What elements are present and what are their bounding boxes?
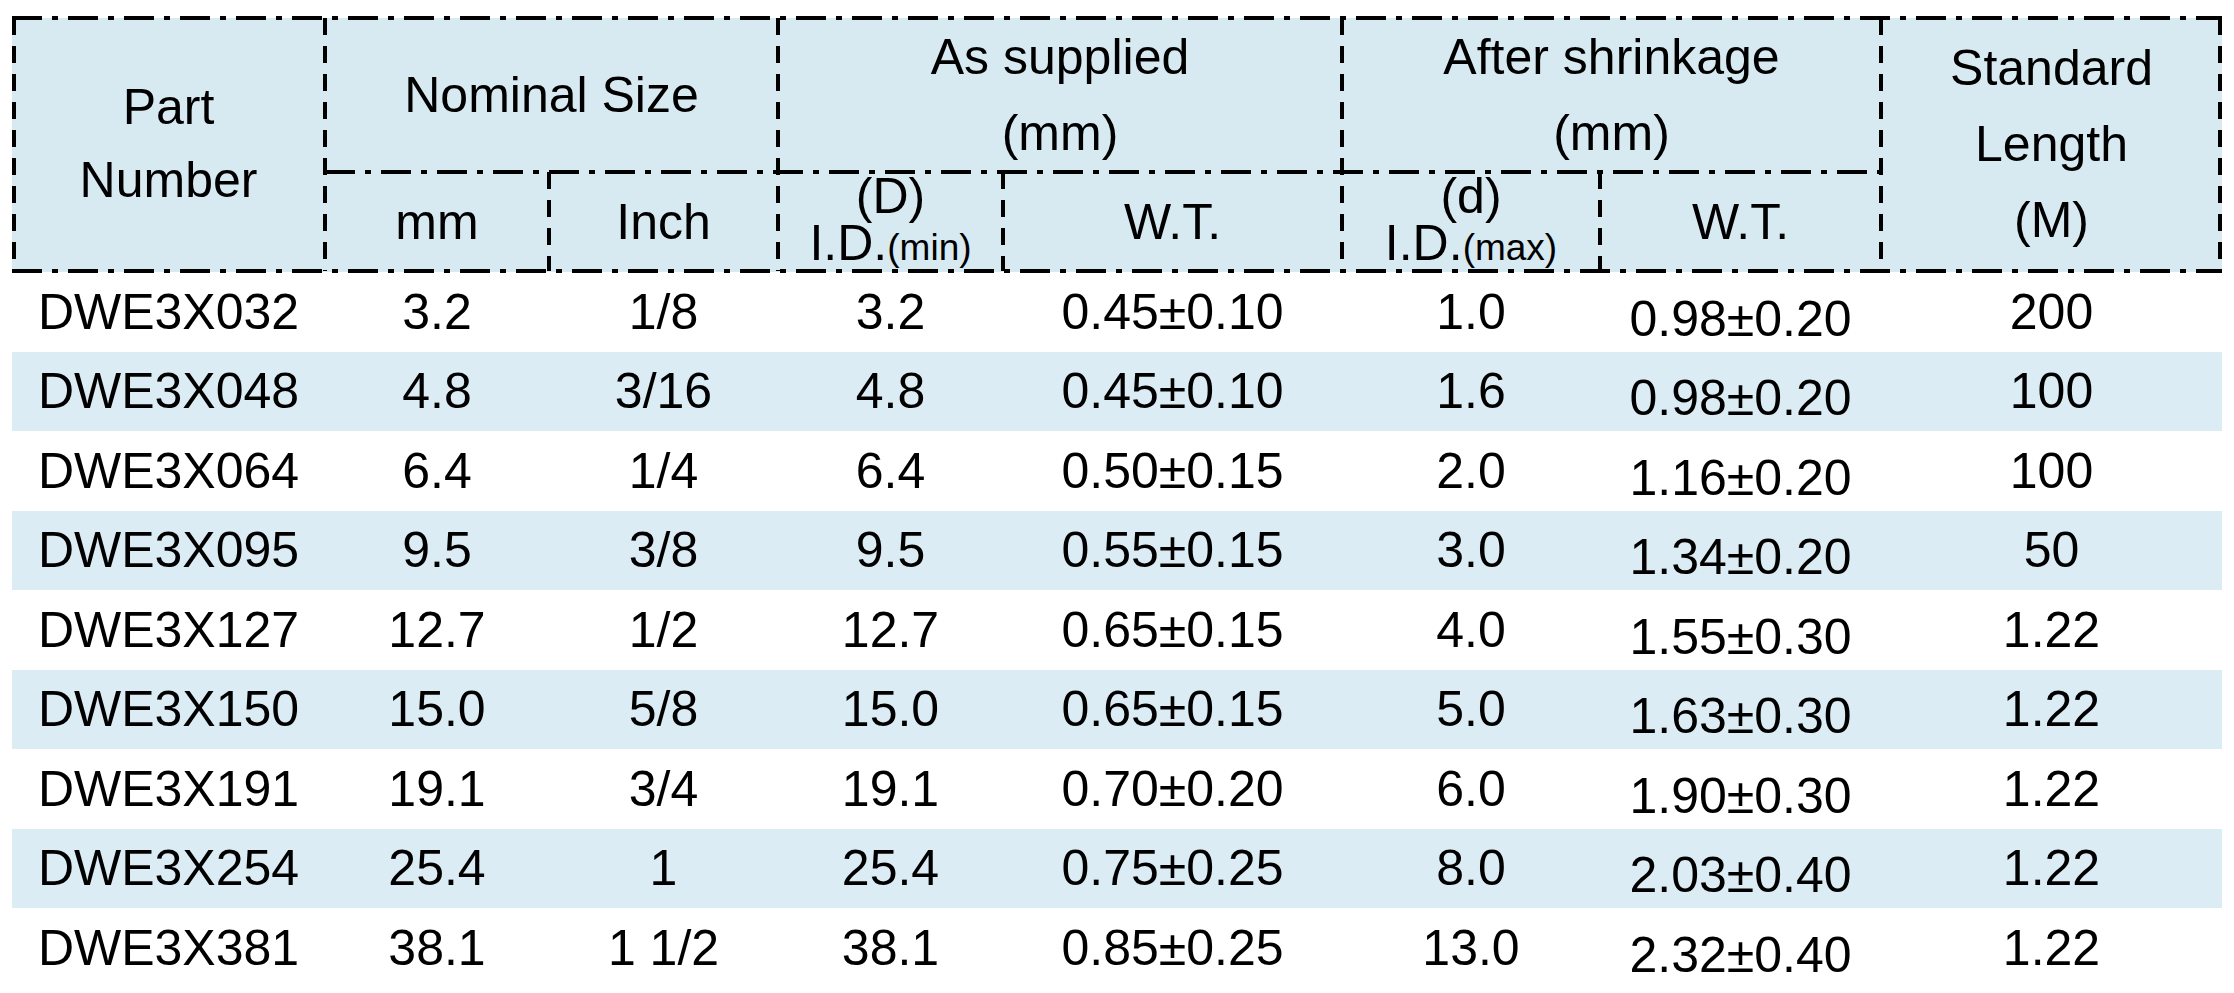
- table-row: DWE3X032 3.2 1/8 3.2 0.45±0.10 1.0 0.98±…: [12, 272, 2222, 352]
- table-cell: 1.16±0.20: [1600, 431, 1881, 511]
- table-cell: DWE3X381: [12, 908, 325, 988]
- table-cell: 25.4: [325, 829, 549, 909]
- table-cell: DWE3X032: [12, 272, 325, 352]
- table-cell: 0.85±0.25: [1003, 908, 1342, 988]
- table-row: DWE3X381 38.1 1 1/2 38.1 0.85±0.25 13.0 …: [12, 908, 2222, 988]
- table-cell: 8.0: [1342, 829, 1600, 909]
- table-cell: 15.0: [778, 670, 1003, 750]
- header-id-max-label: I.D.(max): [1385, 220, 1557, 271]
- table-cell: DWE3X191: [12, 749, 325, 829]
- table-cell: 5/8: [549, 670, 778, 750]
- header-sub-id-max: (d) I.D.(max): [1342, 172, 1600, 272]
- header-id-min-label: I.D.(min): [809, 220, 971, 271]
- table-cell: 0.65±0.15: [1003, 670, 1342, 750]
- table-cell: 1/2: [549, 590, 778, 670]
- table-cell: 2.03±0.40: [1600, 829, 1881, 909]
- table-cell: 1.0: [1342, 272, 1600, 352]
- table-cell: 1: [549, 829, 778, 909]
- header-sub-mm: mm: [325, 172, 549, 272]
- table-cell: 3.0: [1342, 511, 1600, 591]
- table-cell: 1/8: [549, 272, 778, 352]
- table-cell: 13.0: [1342, 908, 1600, 988]
- table-cell: 4.0: [1342, 590, 1600, 670]
- table-cell: DWE3X254: [12, 829, 325, 909]
- table-cell: 1.90±0.30: [1600, 749, 1881, 829]
- table-cell: 0.70±0.20: [1003, 749, 1342, 829]
- table-cell: 1.22: [1881, 749, 2222, 829]
- table-cell: 0.55±0.15: [1003, 511, 1342, 591]
- table-cell: 1 1/2: [549, 908, 778, 988]
- table-cell: 0.75±0.25: [1003, 829, 1342, 909]
- table-cell: 6.4: [778, 431, 1003, 511]
- header-sub-id-min: (D) I.D.(min): [778, 172, 1003, 272]
- table-cell: 12.7: [325, 590, 549, 670]
- table-cell: 4.8: [325, 352, 549, 432]
- table-cell: 12.7: [778, 590, 1003, 670]
- table-row: DWE3X048 4.8 3/16 4.8 0.45±0.10 1.6 0.98…: [12, 352, 2222, 432]
- table-body: DWE3X032 3.2 1/8 3.2 0.45±0.10 1.0 0.98±…: [12, 272, 2222, 988]
- table-cell: 9.5: [778, 511, 1003, 591]
- table-cell: 9.5: [325, 511, 549, 591]
- table-cell: 3.2: [325, 272, 549, 352]
- table-cell: 0.45±0.10: [1003, 352, 1342, 432]
- table-cell: 1.6: [1342, 352, 1600, 432]
- table-cell: 3/16: [549, 352, 778, 432]
- table-cell: 3/4: [549, 749, 778, 829]
- table-cell: 0.65±0.15: [1003, 590, 1342, 670]
- table-cell: 1/4: [549, 431, 778, 511]
- table-cell: 1.22: [1881, 670, 2222, 750]
- header-id-min-symbol: (D): [856, 173, 925, 220]
- table-cell: 50: [1881, 511, 2222, 591]
- table-cell: DWE3X150: [12, 670, 325, 750]
- table-cell: 1.63±0.30: [1600, 670, 1881, 750]
- table-cell: 3.2: [778, 272, 1003, 352]
- table-cell: DWE3X048: [12, 352, 325, 432]
- table-cell: DWE3X064: [12, 431, 325, 511]
- table-cell: 1.22: [1881, 590, 2222, 670]
- table-cell: 1.34±0.20: [1600, 511, 1881, 591]
- header-after-shrinkage: After shrinkage (mm): [1342, 18, 1881, 172]
- table-cell: 15.0: [325, 670, 549, 750]
- page: Part Number Nominal Size As supplied (mm…: [0, 0, 2234, 993]
- table-cell: 1.22: [1881, 908, 2222, 988]
- table-row: DWE3X127 12.7 1/2 12.7 0.65±0.15 4.0 1.5…: [12, 590, 2222, 670]
- spec-table: Part Number Nominal Size As supplied (mm…: [12, 15, 2222, 993]
- header-sub-wt-supplied: W.T.: [1003, 172, 1342, 272]
- table-cell: 5.0: [1342, 670, 1600, 750]
- table-cell: 2.32±0.40: [1600, 908, 1881, 988]
- table-cell: 100: [1881, 352, 2222, 432]
- table-row: DWE3X150 15.0 5/8 15.0 0.65±0.15 5.0 1.6…: [12, 670, 2222, 750]
- table-row: DWE3X064 6.4 1/4 6.4 0.50±0.15 2.0 1.16±…: [12, 431, 2222, 511]
- header-nominal-size: Nominal Size: [325, 18, 778, 172]
- header-standard-length: Standard Length (M): [1881, 18, 2222, 270]
- table-cell: 1.22: [1881, 829, 2222, 909]
- table-cell: 25.4: [778, 829, 1003, 909]
- table-cell: 0.98±0.20: [1600, 272, 1881, 352]
- header-as-supplied: As supplied (mm): [778, 18, 1342, 172]
- header-sub-wt-shrinkage: W.T.: [1600, 172, 1881, 272]
- table-cell: 38.1: [778, 908, 1003, 988]
- table-cell: 1.55±0.30: [1600, 590, 1881, 670]
- header-part-number: Part Number: [12, 18, 325, 270]
- table-cell: 200: [1881, 272, 2222, 352]
- table-cell: 0.45±0.10: [1003, 272, 1342, 352]
- table-cell: 0.50±0.15: [1003, 431, 1342, 511]
- table-cell: DWE3X095: [12, 511, 325, 591]
- table-cell: 100: [1881, 431, 2222, 511]
- header-id-max-symbol: (d): [1440, 173, 1501, 220]
- table-row: DWE3X254 25.4 1 25.4 0.75±0.25 8.0 2.03±…: [12, 829, 2222, 909]
- table-cell: 0.98±0.20: [1600, 352, 1881, 432]
- header-sub-inch: Inch: [549, 172, 778, 272]
- table-cell: 4.8: [778, 352, 1003, 432]
- table-cell: 19.1: [325, 749, 549, 829]
- table-cell: 19.1: [778, 749, 1003, 829]
- table-cell: 3/8: [549, 511, 778, 591]
- table-cell: 6.4: [325, 431, 549, 511]
- table-cell: DWE3X127: [12, 590, 325, 670]
- table-row: DWE3X191 19.1 3/4 19.1 0.70±0.20 6.0 1.9…: [12, 749, 2222, 829]
- table-row: DWE3X095 9.5 3/8 9.5 0.55±0.15 3.0 1.34±…: [12, 511, 2222, 591]
- table-cell: 38.1: [325, 908, 549, 988]
- table-cell: 6.0: [1342, 749, 1600, 829]
- table-cell: 2.0: [1342, 431, 1600, 511]
